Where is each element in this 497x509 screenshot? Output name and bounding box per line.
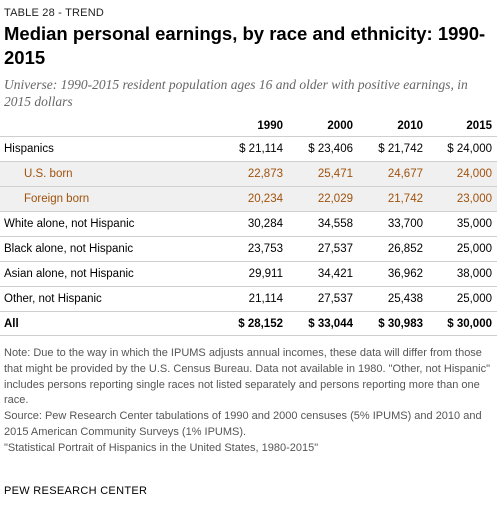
notes-block: Note: Due to the way in which the IPUMS … — [4, 346, 492, 457]
table-cell: 29,911 — [248, 268, 283, 280]
table-row-other: Other, not Hispanic 21,114 27,537 25,438… — [0, 286, 497, 311]
table-cell: 20,234 — [247, 193, 283, 205]
table-cell: 34,421 — [317, 268, 353, 280]
table-cell: 25,471 — [317, 168, 353, 180]
table-cell: 27,537 — [317, 243, 353, 255]
report-title: "Statistical Portrait of Hispanics in th… — [4, 441, 319, 454]
table-cell: 30,284 — [247, 218, 283, 230]
table-row-us-born: U.S. born 22,873 25,471 24,677 24,000 — [0, 161, 497, 186]
table-cell: 25,000 — [456, 243, 492, 255]
table-cell: 33,700 — [387, 218, 423, 230]
table-cell: $ 21,114 — [239, 143, 283, 155]
table-cell: 24,000 — [456, 168, 492, 180]
table-cell: $ 23,406 — [308, 143, 353, 155]
table-cell: 22,029 — [317, 193, 353, 205]
table-cell: $ 33,044 — [308, 318, 353, 330]
table-cell: 24,677 — [387, 168, 423, 180]
row-label: Other, not Hispanic — [4, 293, 102, 305]
column-header-2015: 2015 — [466, 120, 492, 132]
row-label: Asian alone, not Hispanic — [4, 268, 134, 280]
table-cell: 36,962 — [387, 268, 423, 280]
table-cell: $ 24,000 — [447, 143, 492, 155]
table-cell: 27,537 — [317, 293, 353, 305]
footer-brand: PEW RESEARCH CENTER — [4, 485, 148, 497]
table-cell: 35,000 — [456, 218, 492, 230]
note-text: Note: Due to the way in which the IPUMS … — [4, 347, 490, 407]
row-label: Foreign born — [24, 193, 90, 205]
subtitle: Universe: 1990-2015 resident population … — [4, 77, 468, 109]
table-cell: $ 21,742 — [378, 143, 423, 155]
row-label: Hispanics — [4, 143, 54, 155]
table-cell: 21,114 — [248, 293, 283, 305]
column-header-2000: 2000 — [327, 120, 353, 132]
column-header-1990: 1990 — [257, 120, 283, 132]
table-cell: $ 28,152 — [238, 318, 283, 330]
row-label: U.S. born — [24, 168, 73, 180]
table-cell: 23,753 — [247, 243, 283, 255]
table-row-hispanics: Hispanics $ 21,114 $ 23,406 $ 21,742 $ 2… — [0, 136, 497, 161]
row-label: All — [4, 318, 19, 330]
table-cell: 25,438 — [387, 293, 423, 305]
table-row-all: All $ 28,152 $ 33,044 $ 30,983 $ 30,000 — [0, 311, 497, 336]
table-header-row: 1990 2000 2010 2015 — [0, 112, 497, 136]
earnings-table: 1990 2000 2010 2015 Hispanics $ 21,114 $… — [0, 112, 497, 336]
page-title: Median personal earnings, by race and et… — [4, 23, 486, 68]
table-cell: 22,873 — [247, 168, 283, 180]
table-cell: 26,852 — [387, 243, 423, 255]
table-cell: $ 30,983 — [378, 318, 423, 330]
table-cell: 23,000 — [456, 193, 492, 205]
column-header-2010: 2010 — [397, 120, 423, 132]
table-row-white: White alone, not Hispanic 30,284 34,558 … — [0, 211, 497, 236]
table-cell: 25,000 — [456, 293, 492, 305]
table-cell: 34,558 — [317, 218, 353, 230]
table-cell: 21,742 — [387, 193, 423, 205]
row-label: Black alone, not Hispanic — [4, 243, 134, 255]
source-text: Source: Pew Research Center tabulations … — [4, 410, 482, 438]
table-row-asian: Asian alone, not Hispanic 29,911 34,421 … — [0, 261, 497, 286]
table-label: TABLE 28 - TREND — [4, 7, 104, 19]
table-row-black: Black alone, not Hispanic 23,753 27,537 … — [0, 236, 497, 261]
row-label: White alone, not Hispanic — [4, 218, 135, 230]
table-cell: 38,000 — [456, 268, 492, 280]
table-row-foreign-born: Foreign born 20,234 22,029 21,742 23,000 — [0, 186, 497, 211]
table-cell: $ 30,000 — [447, 318, 492, 330]
